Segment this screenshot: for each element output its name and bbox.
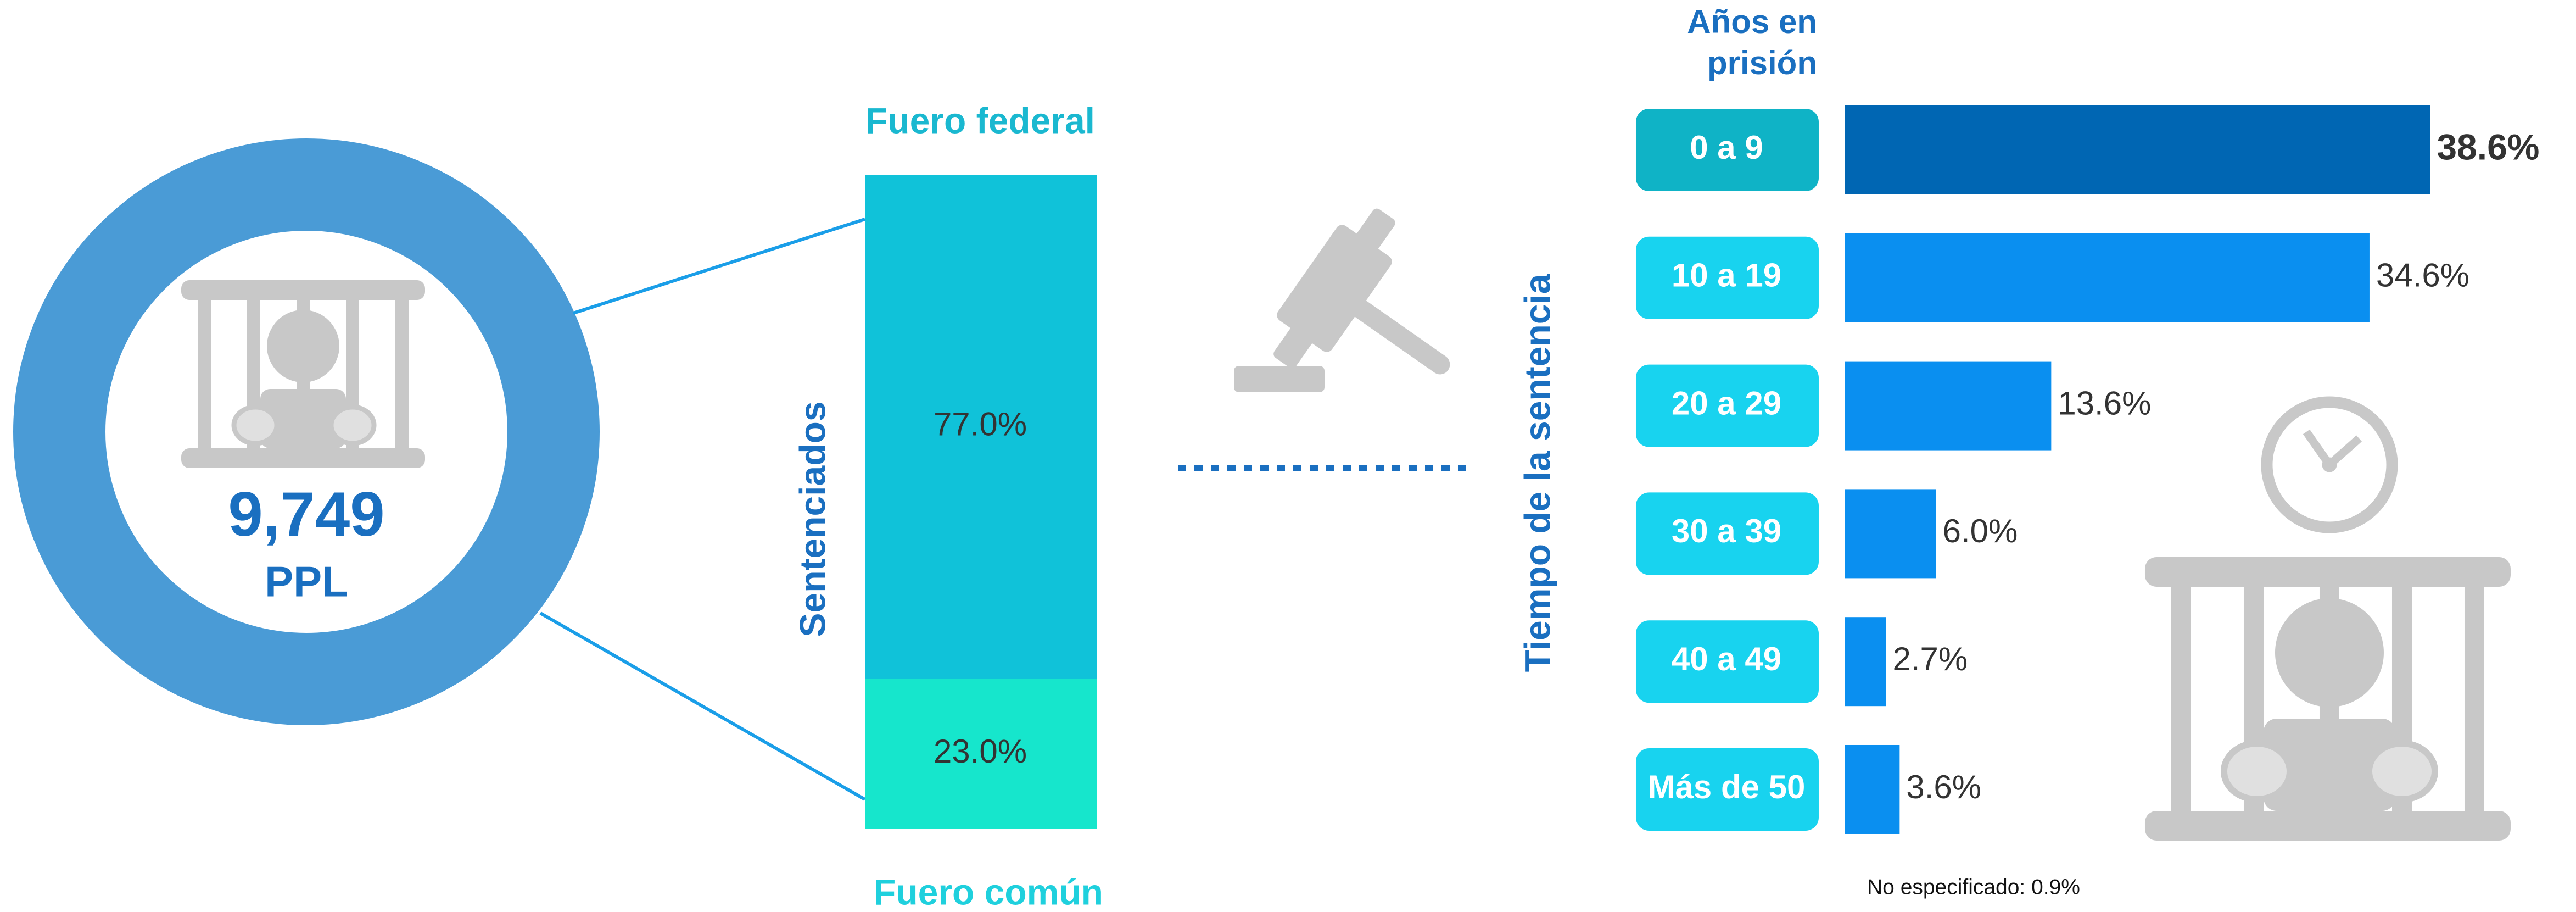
value-label: 6.0% xyxy=(1943,513,2018,549)
split-title: Sentenciados xyxy=(792,401,832,637)
prison-icon xyxy=(181,280,426,468)
bar xyxy=(1845,617,1886,707)
category-pill xyxy=(1635,364,1819,447)
bar xyxy=(1845,105,2430,194)
category-label: 0 a 9 xyxy=(1690,129,1763,166)
category-label: 40 a 49 xyxy=(1672,641,1781,677)
bar xyxy=(1845,233,2370,322)
split-segment xyxy=(864,679,1097,829)
category-label: 30 a 39 xyxy=(1672,513,1781,549)
split-label: Fuero común xyxy=(874,871,1103,909)
split-segment xyxy=(864,174,1097,679)
bar xyxy=(1845,361,2052,451)
value-label: 13.6% xyxy=(2058,385,2151,421)
category-title: Años en prisión xyxy=(1687,4,1817,82)
bar xyxy=(1845,744,1900,834)
category-pill xyxy=(1635,748,1819,831)
category-label: 10 a 19 xyxy=(1672,257,1781,294)
split-value-label: 77.0% xyxy=(934,405,1027,442)
gavel-icon xyxy=(1233,208,1450,392)
note: No especificado: 0.9% xyxy=(1867,875,2080,899)
category-pill xyxy=(1635,620,1819,703)
total-value: 9,749 xyxy=(228,480,384,549)
value-label: 38.6% xyxy=(2437,126,2539,167)
value-label: 3.6% xyxy=(1906,769,1981,805)
prison-icon xyxy=(2144,557,2511,841)
category-pill xyxy=(1635,108,1819,191)
connector xyxy=(573,218,865,315)
value-label: 2.7% xyxy=(1893,641,1968,677)
split-value-label: 23.0% xyxy=(934,733,1027,770)
category-pill xyxy=(1635,236,1819,319)
category-pill xyxy=(1635,492,1819,575)
category-label: Más de 50 xyxy=(1648,769,1806,805)
value-label: 34.6% xyxy=(2376,257,2469,294)
chart-title: Tiempo de la sentencia xyxy=(1517,273,1557,672)
connector xyxy=(539,611,866,801)
split-label: Fuero federal xyxy=(865,100,1095,141)
bar xyxy=(1845,489,1936,579)
category-label: 20 a 29 xyxy=(1672,385,1781,421)
total-unit: PPL xyxy=(265,558,348,606)
donut xyxy=(13,138,600,725)
category-title-box: Años en prisión xyxy=(1687,4,1817,82)
clock-icon xyxy=(2261,396,2398,533)
